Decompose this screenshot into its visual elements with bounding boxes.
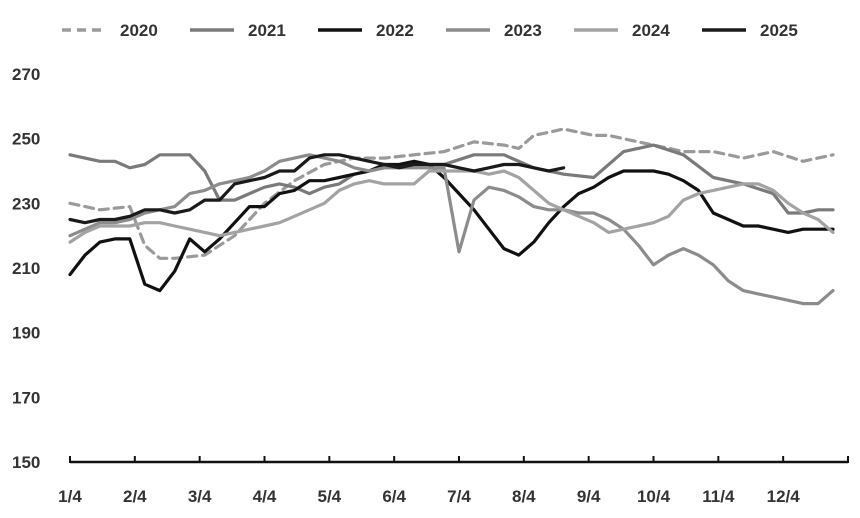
x-tick-label: 8/4: [512, 487, 536, 506]
legend-label-2020: 2020: [120, 21, 158, 40]
series-line-2020: [68, 127, 835, 260]
series-line-2022: [68, 159, 835, 293]
series-line-2021: [68, 143, 835, 215]
x-tick-label: 1/4: [58, 487, 82, 506]
x-axis: 1/4 2/4 3/4 4/4 5/4 6/4 7/4 8/4 9/4 10/4 11/4 12/4: [58, 456, 849, 506]
legend: 2020 2021 2022 2023 2024 2025: [62, 21, 798, 40]
series-line-2025: [68, 153, 566, 225]
x-tick-label: 3/4: [188, 487, 212, 506]
y-tick-label: 270: [12, 65, 40, 84]
y-axis-tick-labels: 150 170 190 210 230 250 270: [12, 65, 40, 472]
legend-label-2022: 2022: [376, 21, 414, 40]
x-tick-label: 9/4: [577, 487, 601, 506]
y-tick-label: 250: [12, 130, 40, 149]
legend-label-2023: 2023: [504, 21, 542, 40]
y-tick-label: 170: [12, 388, 40, 407]
x-tick-label: 10/4: [637, 487, 671, 506]
x-tick-label: 7/4: [447, 487, 471, 506]
x-tick-label: 11/4: [702, 487, 735, 506]
x-tick-label: 2/4: [123, 487, 147, 506]
x-tick-label: 12/4: [767, 487, 801, 506]
series-lines: [68, 127, 835, 306]
x-tick-label: 6/4: [382, 487, 406, 506]
x-tick-label: 5/4: [318, 487, 342, 506]
x-tick-label: 4/4: [253, 487, 277, 506]
series-line-2023: [68, 153, 835, 306]
y-tick-label: 190: [12, 324, 40, 343]
series-line-2024: [68, 169, 835, 244]
y-tick-label: 230: [12, 194, 40, 213]
legend-label-2021: 2021: [248, 21, 286, 40]
y-tick-label: 210: [12, 259, 40, 278]
legend-label-2025: 2025: [760, 21, 798, 40]
y-tick-label: 150: [12, 453, 40, 472]
legend-label-2024: 2024: [632, 21, 670, 40]
